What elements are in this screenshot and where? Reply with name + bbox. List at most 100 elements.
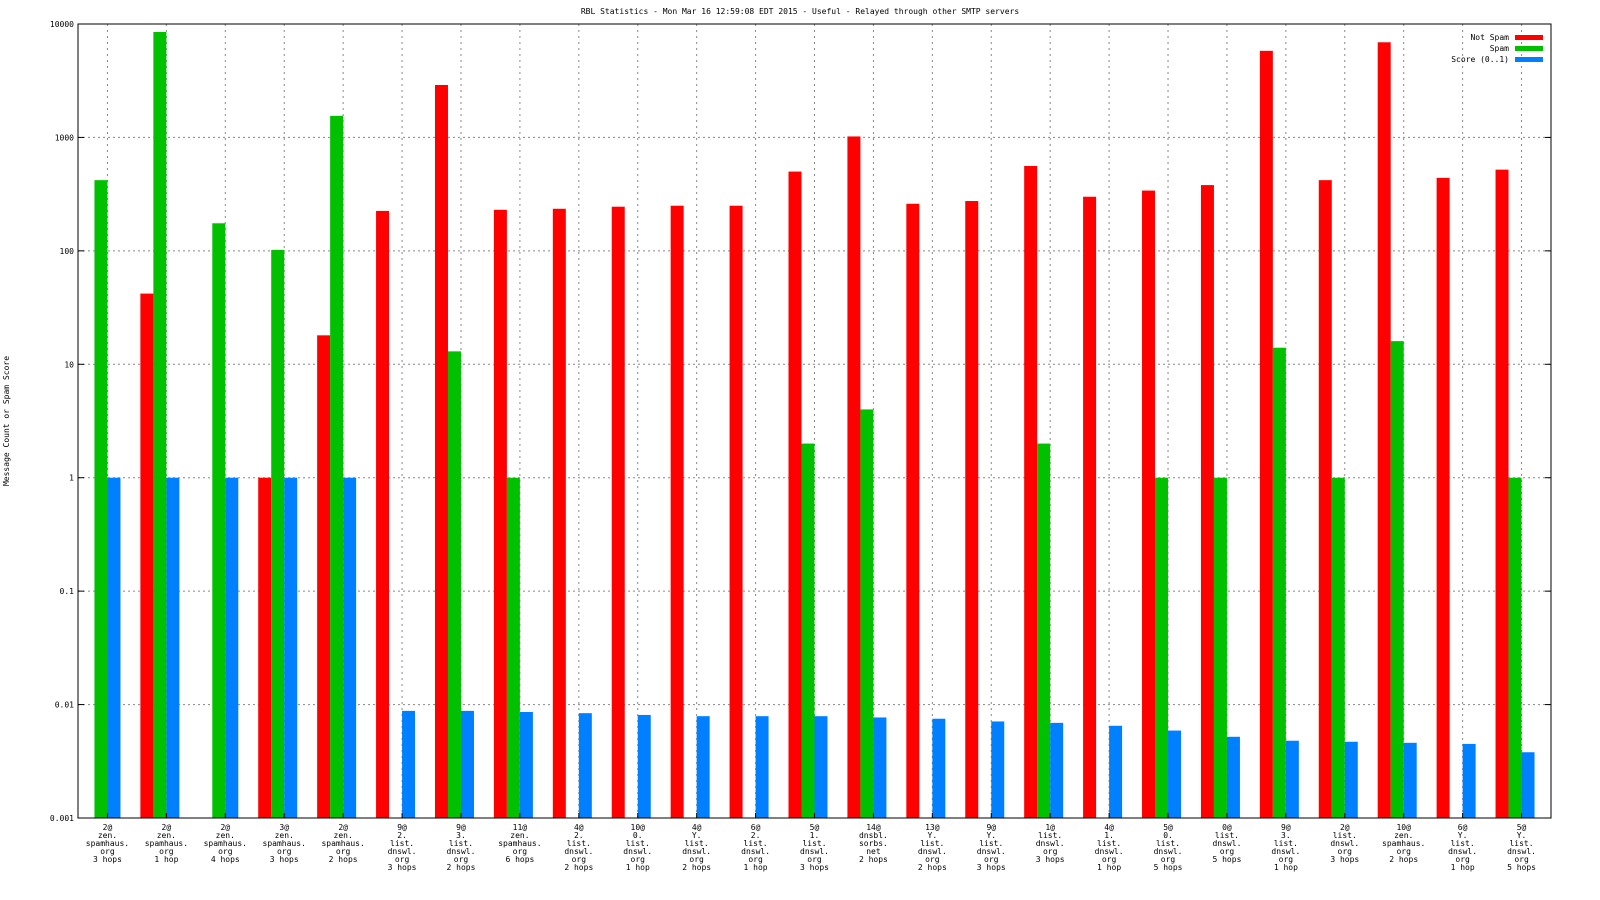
y-tick-label: 10 <box>64 360 74 369</box>
bar-score-0-1 <box>343 477 357 818</box>
bar-score-0-1 <box>460 710 474 818</box>
x-tick-label: 10@ <box>631 823 646 832</box>
x-tick-label: list. <box>390 839 414 848</box>
x-tick-label: list. <box>979 839 1003 848</box>
x-tick-label: 2@ <box>103 823 113 832</box>
x-tick-label: dnswl. <box>447 847 476 856</box>
bar-spam <box>1155 477 1169 818</box>
bar-not-spam <box>258 477 272 818</box>
x-tick-label: Y. <box>1517 831 1527 840</box>
x-tick-label: dnswl. <box>388 847 417 856</box>
x-tick-label: org <box>513 847 528 856</box>
x-tick-label: 2 hops <box>682 863 711 872</box>
y-tick-label: 0.001 <box>50 814 74 823</box>
bar-spam <box>506 477 520 818</box>
bar-score-0-1 <box>166 477 180 818</box>
x-tick-label: spamhaus. <box>1382 839 1425 848</box>
bar-spam <box>94 180 108 819</box>
x-tick-label: 2 hops <box>564 863 593 872</box>
x-tick-label: org <box>689 855 704 864</box>
x-tick-label: dnsbl. <box>859 831 888 840</box>
x-tick-label: org <box>631 855 646 864</box>
x-tick-label: zen. <box>216 831 235 840</box>
x-tick-label: dnswl. <box>977 847 1006 856</box>
y-tick-label: 0.01 <box>55 701 74 710</box>
x-tick-label: 9@ <box>986 823 996 832</box>
bar-spam <box>212 223 226 819</box>
x-tick-label: spamhaus. <box>204 839 247 848</box>
bar-not-spam <box>1259 50 1273 818</box>
bar-spam <box>271 249 285 818</box>
bar-not-spam <box>1142 190 1156 818</box>
x-tick-label: zen. <box>157 831 176 840</box>
bar-not-spam <box>788 171 802 818</box>
x-tick-label: net <box>866 847 881 856</box>
x-tick-label: 5 hops <box>1212 855 1241 864</box>
bar-not-spam <box>1024 165 1038 819</box>
x-tick-label: zen. <box>98 831 117 840</box>
legend: Not Spam Spam Score (0..1) <box>1451 33 1543 64</box>
bar-score-0-1 <box>225 477 239 818</box>
x-tick-label: 0@ <box>1222 823 1232 832</box>
x-tick-label: zen. <box>334 831 353 840</box>
x-tick-label: 4@ <box>1104 823 1114 832</box>
x-tick-label: org <box>1396 847 1411 856</box>
bar-not-spam <box>552 208 566 818</box>
bar-spam <box>1213 477 1227 818</box>
x-tick-label: list. <box>1451 839 1475 848</box>
x-tick-label: dnswl. <box>682 847 711 856</box>
y-tick-label: 10000 <box>50 20 74 29</box>
x-tick-label: org <box>100 847 115 856</box>
bar-score-0-1 <box>1168 730 1182 818</box>
y-tick-label: 100 <box>60 247 75 256</box>
bar-not-spam <box>670 205 684 819</box>
legend-swatch <box>1515 57 1543 62</box>
x-tick-label: Y. <box>928 831 938 840</box>
y-axis-label: Message Count or Spam Score <box>2 356 11 486</box>
x-tick-label: list. <box>1038 831 1062 840</box>
bar-spam <box>1272 347 1286 818</box>
x-tick-label: 2. <box>397 831 407 840</box>
bar-not-spam <box>906 203 920 819</box>
x-tick-label: 1. <box>1104 831 1114 840</box>
bar-spam <box>153 32 167 818</box>
bar-spam <box>1390 341 1404 818</box>
x-tick-label: org <box>1161 855 1176 864</box>
bar-score-0-1 <box>1050 722 1064 818</box>
bar-score-0-1 <box>696 716 710 818</box>
x-tick-label: list. <box>920 839 944 848</box>
x-tick-label: 5@ <box>1517 823 1527 832</box>
bar-score-0-1 <box>1344 741 1358 818</box>
bar-not-spam <box>611 206 625 818</box>
x-tick-label: list. <box>1215 831 1239 840</box>
x-tick-label: dnswl. <box>1507 847 1536 856</box>
x-tick-label: 2 hops <box>918 863 947 872</box>
x-tick-label: list. <box>744 839 768 848</box>
bar-score-0-1 <box>578 713 592 818</box>
x-tick-label: list. <box>449 839 473 848</box>
x-tick-label: org <box>1102 855 1117 864</box>
bar-score-0-1 <box>519 712 533 818</box>
x-tick-label: 11@ <box>513 823 528 832</box>
x-tick-label: 4@ <box>574 823 584 832</box>
bar-not-spam <box>1318 180 1332 819</box>
x-tick-label: 3 hops <box>93 855 122 864</box>
x-tick-label: 3@ <box>279 823 289 832</box>
x-tick-label: dnswl. <box>623 847 652 856</box>
x-tick-label: 5 hops <box>1154 863 1183 872</box>
y-tick-label: 0.1 <box>60 587 75 596</box>
x-tick-label: 1 hop <box>154 855 178 864</box>
x-tick-label: Y. <box>692 831 702 840</box>
chart-title: RBL Statistics - Mon Mar 16 12:59:08 EDT… <box>581 7 1019 16</box>
bar-spam <box>330 115 344 818</box>
x-tick-label: org <box>1279 855 1294 864</box>
x-tick-label: dnswl. <box>1330 839 1359 848</box>
legend-swatch <box>1515 46 1543 51</box>
bar-not-spam <box>847 136 861 818</box>
x-tick-label: 2@ <box>1340 823 1350 832</box>
bar-score-0-1 <box>107 477 121 818</box>
x-tick-label: org <box>395 855 410 864</box>
bar-score-0-1 <box>1521 752 1535 818</box>
bar-score-0-1 <box>814 716 828 818</box>
x-tick-label: 3 hops <box>270 855 299 864</box>
